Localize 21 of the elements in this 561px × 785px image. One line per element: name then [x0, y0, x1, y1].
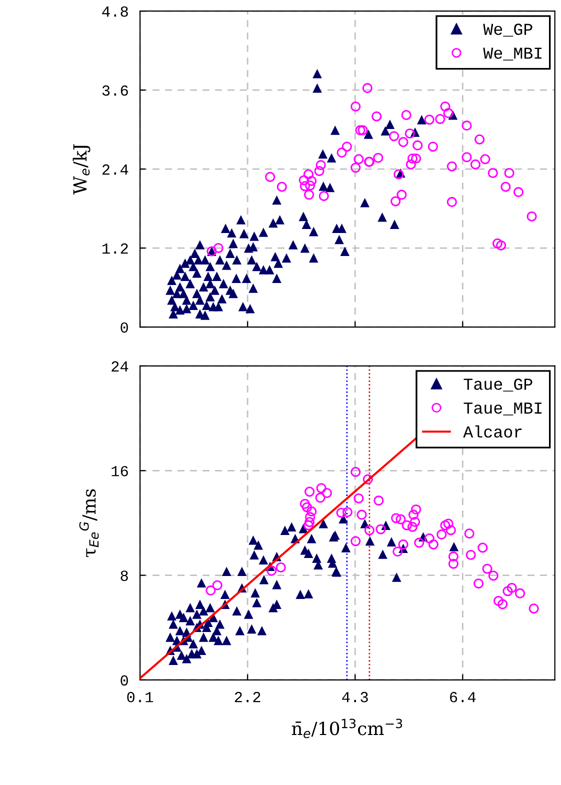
x-tick-label: 2.2 — [234, 692, 260, 702]
y-tick-label: 4.8 — [102, 6, 128, 17]
x-axis-title: n̄$_{e}$/10$^{13}$cm$^{−3}$ — [292, 718, 402, 738]
y-tick-label: 0 — [120, 675, 128, 686]
x-tick-label: 6.4 — [450, 692, 476, 702]
y-tick-label: 8 — [120, 570, 128, 581]
legend-label: Taue_MBI — [464, 402, 542, 416]
legend-label: Taue_GP — [464, 378, 532, 392]
y-tick-label: 2.4 — [102, 164, 128, 175]
legend-label: Alcaor — [463, 425, 522, 438]
y-tick-label: 1.2 — [102, 243, 128, 254]
y-tick-label: 16 — [112, 466, 128, 476]
x-tick-label: 4.3 — [342, 692, 368, 702]
y-tick-label: 24 — [112, 361, 128, 372]
y-axis-title: W$_{e}$/kJ — [72, 144, 90, 195]
y-tick-label: 0 — [120, 322, 128, 333]
legend-label: We_MBI — [483, 48, 542, 60]
x-tick-label: 0.1 — [127, 692, 154, 702]
legend-label: We_GP — [483, 24, 532, 37]
y-axis-title: τ$_{Ee}$$^{G}$/ms — [79, 489, 99, 557]
y-tick-label: 3.6 — [102, 85, 128, 96]
